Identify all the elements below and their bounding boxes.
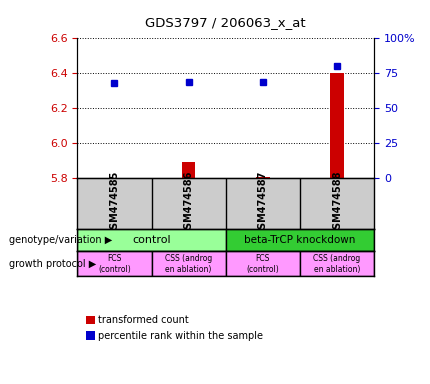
Text: transformed count: transformed count <box>98 315 189 325</box>
Text: FCS
(control): FCS (control) <box>98 254 131 273</box>
Text: GSM474587: GSM474587 <box>258 171 268 236</box>
Text: percentile rank within the sample: percentile rank within the sample <box>98 331 263 341</box>
Text: control: control <box>132 235 171 245</box>
Bar <box>77 251 151 276</box>
Bar <box>151 251 226 276</box>
Text: FCS
(control): FCS (control) <box>246 254 279 273</box>
Text: GSM474588: GSM474588 <box>332 171 342 237</box>
Text: CSS (androg
en ablation): CSS (androg en ablation) <box>313 254 361 273</box>
Text: CSS (androg
en ablation): CSS (androg en ablation) <box>165 254 212 273</box>
Text: GSM474586: GSM474586 <box>184 171 194 236</box>
Text: GSM474585: GSM474585 <box>110 171 120 236</box>
Text: growth protocol ▶: growth protocol ▶ <box>9 259 96 269</box>
Bar <box>330 73 344 179</box>
Bar <box>77 229 226 251</box>
Bar <box>182 162 195 179</box>
Text: beta-TrCP knockdown: beta-TrCP knockdown <box>244 235 356 245</box>
Bar <box>300 251 374 276</box>
Bar <box>226 229 374 251</box>
Text: GDS3797 / 206063_x_at: GDS3797 / 206063_x_at <box>145 16 306 29</box>
Bar <box>226 251 300 276</box>
Text: genotype/variation ▶: genotype/variation ▶ <box>9 235 112 245</box>
Bar <box>256 177 270 179</box>
